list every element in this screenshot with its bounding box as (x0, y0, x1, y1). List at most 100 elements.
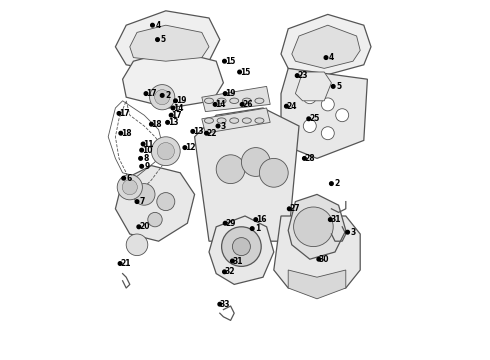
Circle shape (346, 230, 349, 234)
Circle shape (242, 148, 270, 176)
Circle shape (232, 238, 250, 256)
Text: 13: 13 (193, 127, 203, 136)
Text: 17: 17 (172, 111, 182, 120)
Circle shape (122, 180, 137, 195)
Circle shape (321, 127, 334, 140)
Circle shape (166, 121, 170, 124)
Circle shape (238, 70, 242, 74)
Circle shape (155, 90, 170, 105)
Polygon shape (292, 25, 360, 68)
Text: 20: 20 (139, 222, 149, 231)
Polygon shape (195, 108, 299, 241)
Ellipse shape (204, 118, 214, 123)
Circle shape (151, 137, 180, 166)
Circle shape (133, 184, 155, 205)
Circle shape (294, 207, 333, 247)
Polygon shape (209, 216, 274, 284)
Circle shape (135, 200, 139, 203)
Circle shape (336, 109, 349, 122)
Polygon shape (288, 270, 346, 299)
Circle shape (218, 302, 221, 306)
Circle shape (303, 157, 306, 160)
Text: 6: 6 (126, 174, 132, 183)
Ellipse shape (217, 98, 226, 104)
Text: 14: 14 (173, 104, 184, 113)
Circle shape (157, 193, 175, 211)
Circle shape (174, 99, 177, 103)
Circle shape (144, 92, 148, 95)
Circle shape (137, 225, 141, 229)
Circle shape (285, 104, 288, 108)
Text: 15: 15 (240, 68, 250, 77)
Circle shape (191, 130, 195, 133)
Circle shape (317, 257, 320, 261)
Text: 31: 31 (330, 215, 341, 224)
Text: 25: 25 (309, 114, 319, 123)
Text: 3: 3 (350, 228, 356, 237)
Text: 19: 19 (176, 96, 186, 105)
Polygon shape (288, 194, 346, 259)
Circle shape (140, 148, 144, 152)
Circle shape (148, 212, 162, 227)
Circle shape (231, 259, 234, 263)
Polygon shape (202, 86, 270, 112)
Circle shape (122, 176, 125, 180)
Text: 8: 8 (143, 154, 148, 163)
Text: 2: 2 (165, 91, 170, 100)
Text: 18: 18 (121, 129, 131, 138)
Circle shape (149, 122, 153, 126)
Text: 19: 19 (225, 89, 236, 98)
Text: 33: 33 (220, 300, 230, 309)
Circle shape (117, 175, 143, 200)
Circle shape (223, 92, 227, 95)
Text: 27: 27 (290, 204, 300, 213)
Polygon shape (116, 11, 220, 72)
Circle shape (324, 56, 328, 59)
Circle shape (307, 117, 311, 121)
Polygon shape (130, 25, 209, 61)
Polygon shape (281, 68, 368, 158)
Polygon shape (116, 166, 195, 241)
Text: 4: 4 (155, 21, 161, 30)
Circle shape (303, 91, 316, 104)
Circle shape (156, 38, 159, 41)
Text: 14: 14 (215, 100, 226, 109)
Circle shape (149, 85, 175, 110)
Ellipse shape (230, 118, 239, 123)
Circle shape (328, 218, 332, 221)
Circle shape (118, 262, 122, 265)
Circle shape (330, 182, 333, 185)
Text: 26: 26 (242, 100, 253, 109)
Polygon shape (274, 216, 360, 288)
Text: 16: 16 (256, 215, 267, 224)
Circle shape (119, 131, 122, 135)
Ellipse shape (255, 98, 264, 104)
Circle shape (216, 155, 245, 184)
Circle shape (139, 157, 143, 160)
Circle shape (216, 124, 220, 128)
Text: 15: 15 (225, 57, 235, 66)
Text: 2: 2 (334, 179, 340, 188)
Text: 17: 17 (119, 109, 130, 118)
Text: 7: 7 (140, 197, 145, 206)
Polygon shape (202, 108, 270, 133)
Ellipse shape (217, 118, 226, 123)
Text: 31: 31 (233, 256, 243, 266)
Circle shape (205, 131, 208, 135)
Circle shape (295, 74, 299, 77)
Circle shape (140, 165, 144, 168)
Circle shape (240, 103, 244, 106)
Circle shape (254, 218, 258, 221)
Text: 17: 17 (146, 89, 157, 98)
Polygon shape (295, 72, 331, 101)
Text: 9: 9 (145, 162, 150, 171)
Circle shape (117, 112, 121, 115)
Text: 5: 5 (160, 35, 166, 44)
Circle shape (141, 142, 145, 146)
Circle shape (288, 207, 291, 211)
Polygon shape (281, 14, 371, 76)
Ellipse shape (255, 118, 264, 123)
Text: 5: 5 (336, 82, 341, 91)
Text: 21: 21 (120, 259, 131, 268)
Ellipse shape (242, 98, 251, 104)
